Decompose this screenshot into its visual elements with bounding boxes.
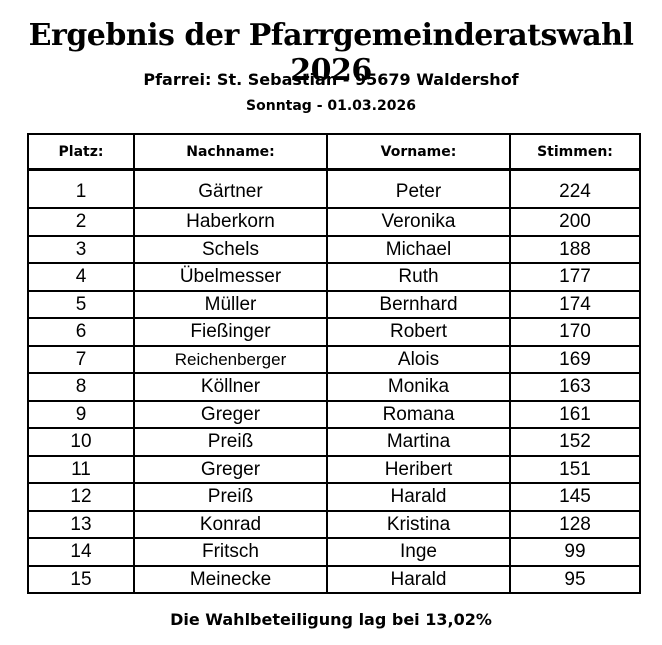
lastname-cell: Meinecke xyxy=(133,564,328,594)
rank-cell: 4 xyxy=(27,262,135,292)
table-row: 1 Gärtner Peter 224 xyxy=(27,168,641,209)
lastname-cell: Köllner xyxy=(133,372,328,402)
table-row: 5 Müller Bernhard 174 xyxy=(27,289,641,319)
lastname-cell: Haberkorn xyxy=(133,207,328,237)
parish-subtitle: Pfarrei: St. Sebastian - 95679 Waldersho… xyxy=(143,70,519,89)
table-row: 15 Meinecke Harald 95 xyxy=(27,564,641,594)
firstname-cell: Romana xyxy=(326,399,511,429)
table-row: 6 Fießinger Robert 170 xyxy=(27,317,641,347)
votes-cell: 128 xyxy=(509,509,641,539)
votes-cell: 99 xyxy=(509,537,641,567)
header-firstname: Vorname: xyxy=(326,133,511,171)
votes-cell: 200 xyxy=(509,207,641,237)
votes-cell: 145 xyxy=(509,482,641,512)
firstname-cell: Inge xyxy=(326,537,511,567)
firstname-cell: Martina xyxy=(326,427,511,457)
rank-cell: 8 xyxy=(27,372,135,402)
firstname-cell: Robert xyxy=(326,317,511,347)
firstname-cell: Harald xyxy=(326,482,511,512)
votes-cell: 163 xyxy=(509,372,641,402)
lastname-cell: Preiß xyxy=(133,427,328,457)
firstname-cell: Monika xyxy=(326,372,511,402)
votes-cell: 224 xyxy=(509,168,641,209)
votes-cell: 95 xyxy=(509,564,641,594)
firstname-cell: Harald xyxy=(326,564,511,594)
firstname-cell: Ruth xyxy=(326,262,511,292)
table-row: 14 Fritsch Inge 99 xyxy=(27,537,641,567)
election-date: Sonntag - 01.03.2026 xyxy=(246,98,416,114)
lastname-cell: Reichenberger xyxy=(133,344,328,374)
rank-cell: 14 xyxy=(27,537,135,567)
rank-cell: 7 xyxy=(27,344,135,374)
votes-cell: 152 xyxy=(509,427,641,457)
firstname-cell: Heribert xyxy=(326,454,511,484)
votes-cell: 151 xyxy=(509,454,641,484)
table-header-row: Platz: Nachname: Vorname: Stimmen: xyxy=(27,133,641,171)
table-row: 3 Schels Michael 188 xyxy=(27,234,641,264)
header-votes: Stimmen: xyxy=(509,133,641,171)
rank-cell: 6 xyxy=(27,317,135,347)
rank-cell: 5 xyxy=(27,289,135,319)
lastname-cell: Konrad xyxy=(133,509,328,539)
lastname-cell: Übelmesser xyxy=(133,262,328,292)
firstname-cell: Veronika xyxy=(326,207,511,237)
lastname-cell: Fießinger xyxy=(133,317,328,347)
lastname-cell: Müller xyxy=(133,289,328,319)
firstname-cell: Alois xyxy=(326,344,511,374)
lastname-cell: Greger xyxy=(133,454,328,484)
results-table: Platz: Nachname: Vorname: Stimmen: 1 Gärt… xyxy=(27,133,641,594)
rank-cell: 15 xyxy=(27,564,135,594)
lastname-cell: Preiß xyxy=(133,482,328,512)
lastname-cell: Greger xyxy=(133,399,328,429)
lastname-cell: Gärtner xyxy=(133,168,328,209)
rank-cell: 10 xyxy=(27,427,135,457)
rank-cell: 12 xyxy=(27,482,135,512)
table-row: 11 Greger Heribert 151 xyxy=(27,454,641,484)
table-row: 4 Übelmesser Ruth 177 xyxy=(27,262,641,292)
rank-cell: 11 xyxy=(27,454,135,484)
firstname-cell: Bernhard xyxy=(326,289,511,319)
lastname-cell: Schels xyxy=(133,234,328,264)
rank-cell: 3 xyxy=(27,234,135,264)
votes-cell: 170 xyxy=(509,317,641,347)
table-row: 8 Köllner Monika 163 xyxy=(27,372,641,402)
votes-cell: 169 xyxy=(509,344,641,374)
votes-cell: 174 xyxy=(509,289,641,319)
firstname-cell: Michael xyxy=(326,234,511,264)
table-row: 10 Preiß Martina 152 xyxy=(27,427,641,457)
rank-cell: 2 xyxy=(27,207,135,237)
lastname-cell: Fritsch xyxy=(133,537,328,567)
rank-cell: 1 xyxy=(27,168,135,209)
table-row: 13 Konrad Kristina 128 xyxy=(27,509,641,539)
votes-cell: 161 xyxy=(509,399,641,429)
header-lastname: Nachname: xyxy=(133,133,328,171)
firstname-cell: Peter xyxy=(326,168,511,209)
rank-cell: 9 xyxy=(27,399,135,429)
page-title: Ergebnis der Pfarrgemeinderatswahl 2026 xyxy=(28,18,634,88)
table-row: 12 Preiß Harald 145 xyxy=(27,482,641,512)
header-rank: Platz: xyxy=(27,133,135,171)
firstname-cell: Kristina xyxy=(326,509,511,539)
table-row: 2 Haberkorn Veronika 200 xyxy=(27,207,641,237)
votes-cell: 188 xyxy=(509,234,641,264)
votes-cell: 177 xyxy=(509,262,641,292)
table-row: 7 Reichenberger Alois 169 xyxy=(27,344,641,374)
rank-cell: 13 xyxy=(27,509,135,539)
table-row: 9 Greger Romana 161 xyxy=(27,399,641,429)
turnout-note: Die Wahlbeteiligung lag bei 13,02% xyxy=(170,610,492,629)
